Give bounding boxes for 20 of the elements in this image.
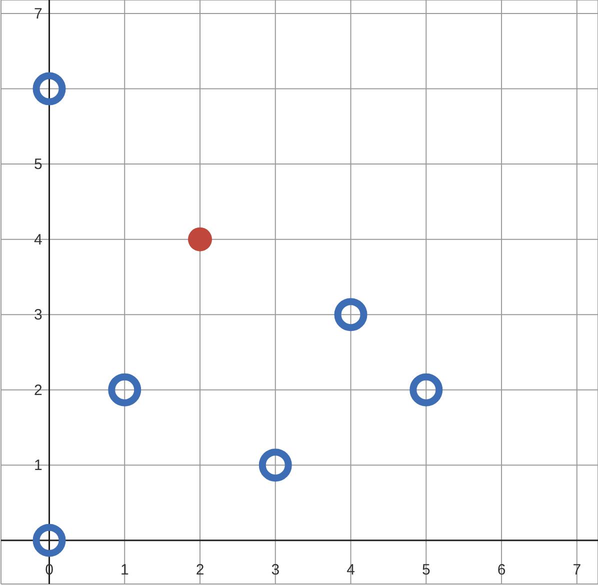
y-tick-label: 2 (34, 382, 42, 399)
point (32, 72, 66, 106)
x-tick-label: 5 (422, 561, 430, 578)
y-tick-label: 5 (34, 156, 42, 174)
y-tick-label: 4 (34, 231, 42, 248)
point (334, 298, 368, 332)
x-tick-label: 4 (346, 561, 355, 578)
point (258, 448, 292, 482)
y-tick-label: 3 (34, 306, 42, 324)
x-tick-label: 2 (196, 561, 204, 578)
point (108, 373, 142, 406)
x-tick-label: 7 (572, 561, 582, 578)
y-tick-label: 1 (34, 457, 42, 474)
point (188, 227, 212, 252)
x-tick-label: 6 (497, 561, 506, 578)
point (32, 524, 66, 557)
x-tick-label: 1 (120, 561, 129, 578)
point (410, 373, 443, 406)
x-tick-label: 3 (271, 561, 280, 578)
y-tick-label: 7 (34, 6, 42, 23)
